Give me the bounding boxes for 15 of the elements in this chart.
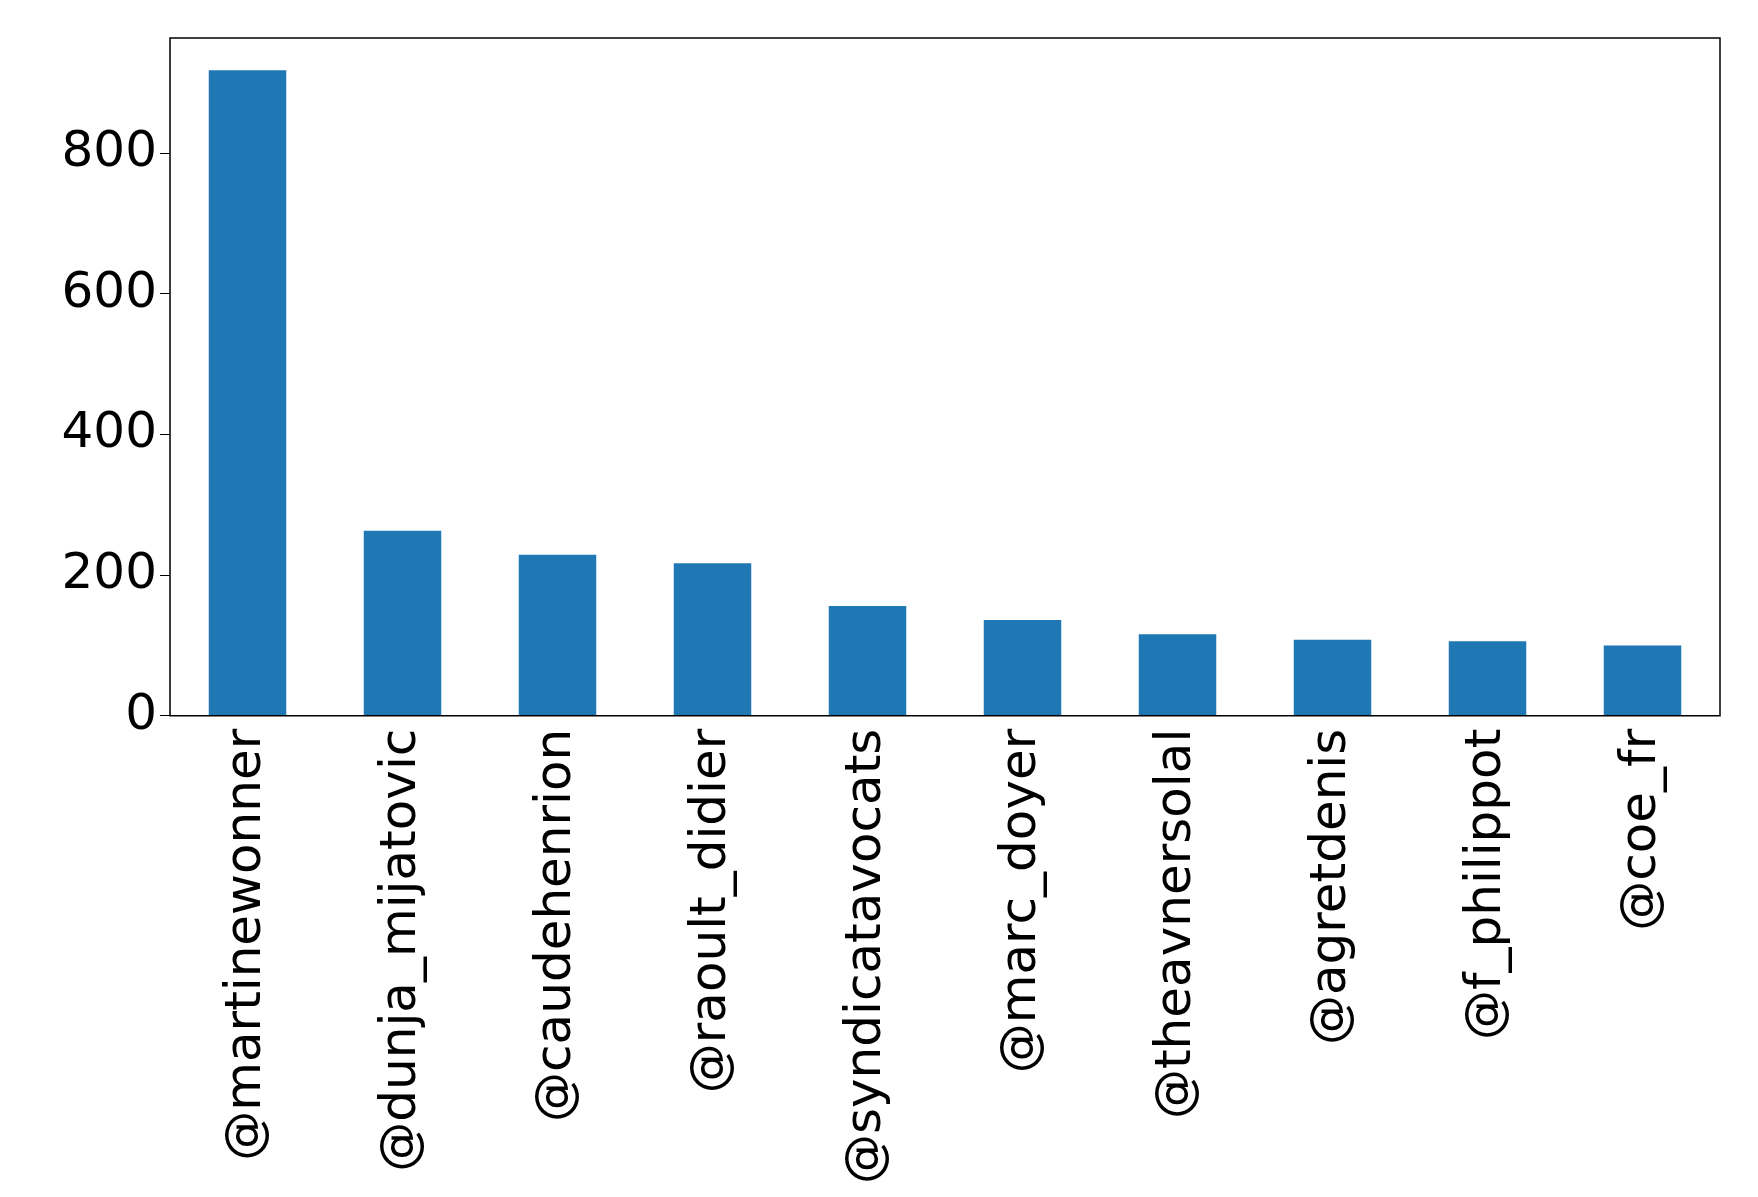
x-tick-label: @syndicatavocats (834, 728, 893, 1185)
x-tick-label: @raoult_didier (679, 728, 738, 1094)
x-tick-label: @martinewonner (214, 728, 273, 1161)
x-tick-label: @marc_doyer (989, 728, 1048, 1074)
x-tick-label: @theavnersolal (1144, 728, 1203, 1120)
y-tick-label: 800 (61, 120, 157, 179)
x-tick-label: @coe_fr (1609, 728, 1668, 931)
y-tick-label: 200 (61, 542, 157, 601)
x-tick-label: @caudehenrion (524, 728, 583, 1122)
x-tick-label: @agretdenis (1299, 728, 1358, 1046)
y-tick-label: 0 (125, 682, 157, 741)
y-tick-label: 600 (61, 260, 157, 319)
y-tick-label: 400 (61, 401, 157, 460)
x-tick-label: @f_philippot (1454, 728, 1513, 1041)
x-tick-label: @dunja_mijatovic (369, 728, 428, 1172)
